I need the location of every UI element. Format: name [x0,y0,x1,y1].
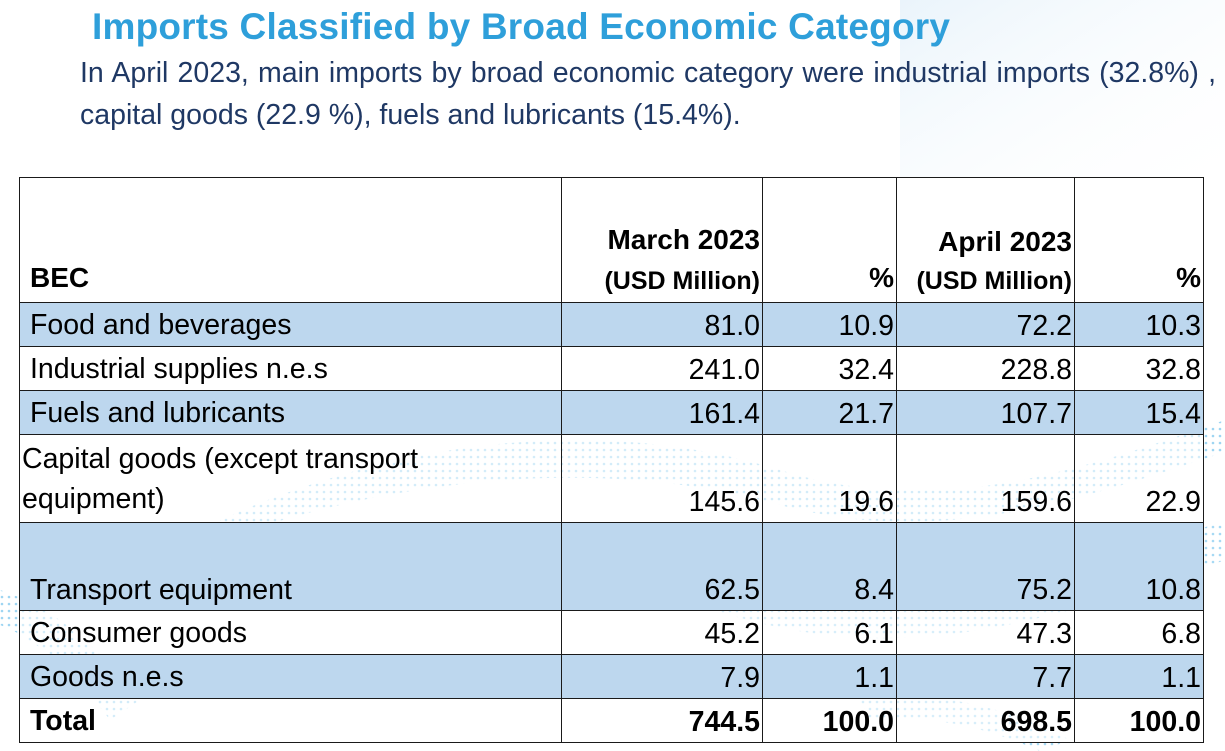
header-march-usd: March 2023 (USD Million) [561,177,763,303]
row-march-pct: 1.1 [762,654,897,699]
row-april-pct: 22.9 [1074,434,1204,523]
row-april-value: 159.6 [896,434,1075,523]
row-april-pct: 10.3 [1074,302,1204,347]
header-march-pct: % [762,177,897,303]
row-name: Capital goods (except transport equipmen… [19,434,562,523]
row-april-value: 107.7 [896,390,1075,435]
row-name: Industrial supplies n.e.s [19,346,562,391]
row-march-pct: 21.7 [762,390,897,435]
row-march-value: 45.2 [561,610,763,655]
row-march-pct: 32.4 [762,346,897,391]
total-march-pct: 100.0 [762,698,897,743]
header-april-unit: (USD Million) [916,267,1072,295]
row-march-value: 81.0 [561,302,763,347]
row-april-pct: 1.1 [1074,654,1204,699]
header-march-label: March 2023 [607,224,760,255]
header-april-usd: April 2023 (USD Million) [896,177,1075,303]
bec-imports-table: BEC March 2023 (USD Million) % April 202… [19,177,1204,743]
header-bec: BEC [19,177,562,303]
row-name: Transport equipment [19,522,562,611]
row-name: Fuels and lubricants [19,390,562,435]
table-row: Transport equipment 62.5 8.4 75.2 10.8 [19,522,1204,611]
row-name: Goods n.e.s [19,654,562,699]
row-april-value: 228.8 [896,346,1075,391]
row-march-value: 145.6 [561,434,763,523]
row-march-value: 161.4 [561,390,763,435]
row-april-pct: 10.8 [1074,522,1204,611]
table-row: Industrial supplies n.e.s 241.0 32.4 228… [19,346,1204,391]
row-name: Consumer goods [19,610,562,655]
row-april-pct: 15.4 [1074,390,1204,435]
row-march-value: 241.0 [561,346,763,391]
header-march-unit: (USD Million) [604,267,760,295]
header-april-label: April 2023 [938,226,1072,257]
row-april-value: 75.2 [896,522,1075,611]
row-name: Food and beverages [19,302,562,347]
total-label: Total [19,698,562,743]
row-march-value: 62.5 [561,522,763,611]
table-total-row: Total 744.5 100.0 698.5 100.0 [19,698,1204,743]
table-row: Food and beverages 81.0 10.9 72.2 10.3 [19,302,1204,347]
row-march-pct: 19.6 [762,434,897,523]
header-april-pct: % [1074,177,1204,303]
total-march-value: 744.5 [561,698,763,743]
total-april-value: 698.5 [896,698,1075,743]
table-row: Consumer goods 45.2 6.1 47.3 6.8 [19,610,1204,655]
intro-paragraph: In April 2023, main imports by broad eco… [80,57,1216,131]
row-march-pct: 10.9 [762,302,897,347]
row-april-value: 7.7 [896,654,1075,699]
table-row: Goods n.e.s 7.9 1.1 7.7 1.1 [19,654,1204,699]
row-march-value: 7.9 [561,654,763,699]
row-march-pct: 6.1 [762,610,897,655]
row-april-pct: 32.8 [1074,346,1204,391]
table-header-row: BEC March 2023 (USD Million) % April 202… [19,177,1204,303]
page-title: Imports Classified by Broad Economic Cat… [92,6,951,47]
row-march-pct: 8.4 [762,522,897,611]
table-row: Fuels and lubricants 161.4 21.7 107.7 15… [19,390,1204,435]
row-april-value: 72.2 [896,302,1075,347]
table-row: Capital goods (except transport equipmen… [19,434,1204,523]
row-april-pct: 6.8 [1074,610,1204,655]
row-april-value: 47.3 [896,610,1075,655]
total-april-pct: 100.0 [1074,698,1204,743]
